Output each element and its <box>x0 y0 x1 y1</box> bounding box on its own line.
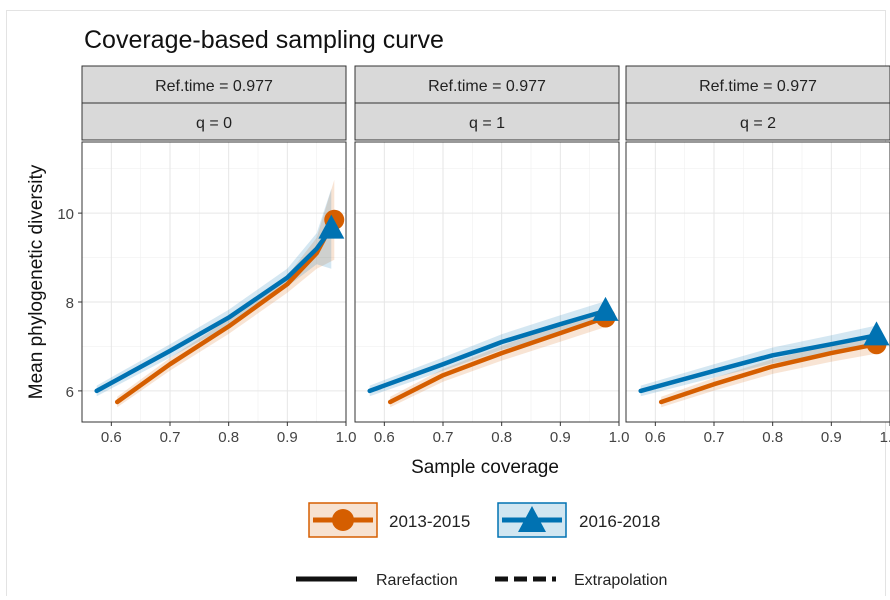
x-tick-label: 0.9 <box>550 429 571 446</box>
facet-panel: Ref.time = 0.977 q = 1 0.6 0.7 0.8 0.9 1.0 <box>354 65 630 446</box>
strip-top <box>625 65 890 104</box>
series-line <box>387 315 608 405</box>
chart-title: Coverage-based sampling curve <box>84 26 444 54</box>
strip-top-label: Ref.time = 0.977 <box>428 78 546 95</box>
series-line <box>638 333 879 394</box>
data-point <box>863 321 890 346</box>
strip-bottom-label: q = 0 <box>196 115 232 132</box>
legend-label: 2013-2015 <box>389 512 470 531</box>
x-tick-label: 1.0 <box>880 429 890 446</box>
x-tick-label: 0.7 <box>160 429 181 446</box>
y-tick-label: 6 <box>66 384 74 401</box>
strip-top <box>354 65 620 104</box>
confidence-band <box>390 308 606 408</box>
facet-panel: Ref.time = 0.977 q = 0 0.6 0.7 0.8 0.9 1.0 <box>81 65 357 446</box>
y-tick-label: 10 <box>57 206 74 223</box>
x-tick-label: 0.8 <box>491 429 512 446</box>
data-point <box>318 214 345 239</box>
legend-extrapolation-label: Extrapolation <box>574 572 667 589</box>
y-tick-label: 8 <box>66 295 74 312</box>
x-tick-label: 0.7 <box>704 429 725 446</box>
x-tick-label: 0.6 <box>101 429 122 446</box>
legend: 2013-2015 2016-2018 Rarefaction Extrapolati… <box>296 502 667 589</box>
facet-panel: Ref.time = 0.977 q = 2 0.6 0.7 0.8 0.9 1.0 <box>625 65 890 446</box>
confidence-band <box>96 188 332 397</box>
y-axis-label: Mean phylogenetic diversity <box>26 164 47 399</box>
series-line <box>658 341 879 405</box>
legend-marker <box>518 506 546 532</box>
strip-bottom <box>354 102 620 141</box>
plot-area <box>355 142 619 422</box>
x-tick-label: 0.6 <box>374 429 395 446</box>
strip-bottom <box>625 102 890 141</box>
y-axis-ticks: 6 8 10 <box>57 206 82 401</box>
legend-label: 2016-2018 <box>579 512 660 531</box>
plot-area <box>626 142 890 422</box>
panel-border <box>354 141 620 423</box>
x-tick-label: 0.6 <box>645 429 666 446</box>
x-tick-label: 1.0 <box>336 429 357 446</box>
series-line <box>94 226 334 394</box>
legend-marker <box>332 509 354 531</box>
data-point <box>592 296 619 321</box>
x-tick-label: 1.0 <box>609 429 630 446</box>
x-axis-label: Sample coverage <box>411 457 559 478</box>
x-tick-label: 0.9 <box>277 429 298 446</box>
x-tick-label: 0.8 <box>762 429 783 446</box>
x-tick-label: 0.9 <box>821 429 842 446</box>
panel-border <box>625 141 890 423</box>
strip-bottom <box>81 102 347 141</box>
series-line <box>367 308 608 394</box>
strip-bottom-label: q = 2 <box>740 115 776 132</box>
strip-top-label: Ref.time = 0.977 <box>155 78 273 95</box>
panel-border <box>81 141 347 423</box>
strip-top-label: Ref.time = 0.977 <box>699 78 817 95</box>
x-tick-label: 0.8 <box>218 429 239 446</box>
strip-bottom-label: q = 1 <box>469 115 505 132</box>
legend-rarefaction-label: Rarefaction <box>376 572 458 589</box>
x-tick-label: 0.7 <box>433 429 454 446</box>
